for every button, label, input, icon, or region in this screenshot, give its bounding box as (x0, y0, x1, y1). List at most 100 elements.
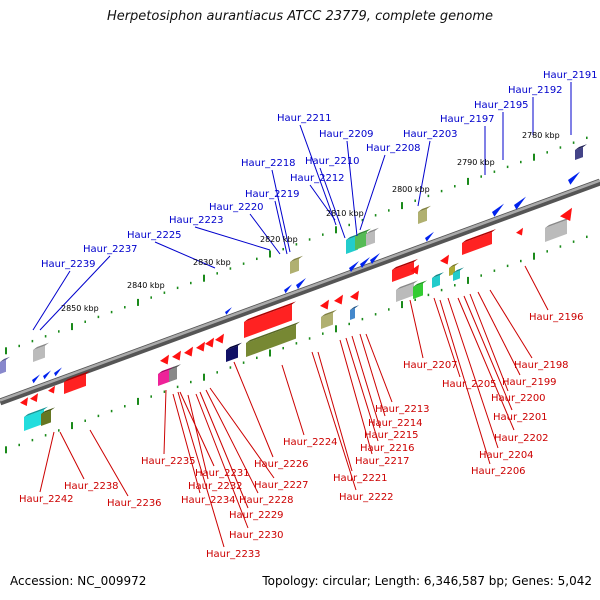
gene-label-bottom: Haur_2222 (339, 492, 394, 503)
gene-label-bottom: Haur_2200 (491, 393, 546, 404)
gene-block (350, 305, 359, 320)
gene-block (545, 216, 571, 242)
gene-label-bottom: Haur_2224 (283, 437, 338, 448)
gene-block (418, 205, 431, 224)
gene-block (290, 255, 303, 274)
leader-line (89, 429, 129, 497)
gene-arrow (20, 397, 28, 406)
gene-label-bottom: Haur_2213 (375, 404, 430, 415)
leader-line (365, 333, 393, 403)
gene-arrow (492, 203, 504, 217)
gene-block (33, 342, 49, 362)
gene-label-bottom: Haur_2217 (355, 456, 410, 467)
accession-text: Accession: NC_009972 (10, 574, 147, 588)
top-strand-labels: Haur_2191 Haur_2192 Haur_2195 Haur_2197 … (41, 70, 598, 270)
gene-label-bottom: Haur_2198 (514, 360, 569, 371)
gene-block (453, 267, 464, 281)
gene-block (169, 364, 181, 382)
leader-line (317, 351, 353, 472)
gene-label-bottom: Haur_2235 (141, 456, 196, 467)
gene-block-face (453, 270, 460, 281)
gene-arrow (296, 278, 306, 289)
bottom-strand-labels: Haur_2196 Haur_2198 Haur_2199 Haur_2200 … (19, 312, 584, 560)
gene-label-top: Haur_2219 (245, 189, 300, 200)
leader-line (359, 333, 386, 417)
gene-label-bottom: Haur_2229 (229, 510, 284, 521)
gene-block-face (24, 409, 44, 431)
leader-line (433, 297, 461, 378)
gene-block (244, 301, 296, 338)
kbp-label: 2840 kbp (127, 281, 165, 290)
gene-block-face (0, 359, 6, 374)
gene-label-bottom: Haur_2202 (494, 433, 549, 444)
leader-line (194, 226, 271, 251)
gene-label-top: Haur_2225 (127, 230, 182, 241)
gene-block-top (392, 258, 418, 270)
gene-arrow (48, 385, 55, 394)
gene-block-top (290, 255, 303, 262)
gene-block (24, 406, 48, 431)
gene-label-bottom: Haur_2199 (502, 377, 557, 388)
gene-block-top (244, 301, 296, 322)
gene-arrow (349, 261, 359, 272)
gene-block-top (321, 309, 337, 317)
gene-block-face (41, 410, 51, 426)
gene-block-top (64, 370, 90, 382)
leader-line (179, 391, 215, 467)
leader-line (172, 393, 201, 494)
leader-line (463, 295, 513, 411)
gene-block (321, 309, 337, 329)
gene-arrow (160, 354, 169, 365)
gene-block-top (158, 366, 174, 374)
leader-line (39, 255, 111, 331)
kbp-label: 2830 kbp (193, 258, 231, 267)
gene-block (0, 356, 10, 374)
gene-block-face (321, 312, 333, 329)
gene-block-face (366, 230, 375, 246)
gene-block-top (169, 364, 181, 370)
gene-arrow (205, 337, 214, 348)
gene-arrow (440, 254, 449, 265)
gene-label-top: Haur_2223 (169, 215, 224, 226)
leader-line (309, 184, 336, 221)
leader-line (319, 167, 346, 239)
gene-block-face (226, 345, 238, 362)
gene-arrow (370, 253, 380, 264)
gene-label-bottom: Haur_2236 (107, 498, 162, 509)
gene-block-top (432, 272, 444, 278)
gene-arrow (350, 290, 359, 301)
leader-line (59, 431, 85, 480)
kbp-label: 2820 kbp (260, 235, 298, 244)
gene-label-bottom: Haur_2227 (254, 480, 309, 491)
gene-label-bottom: Haur_2207 (403, 360, 458, 371)
leader-line (345, 337, 379, 442)
gene-arrow (184, 346, 193, 357)
gene-arrow (172, 350, 181, 361)
leader-line (32, 270, 71, 331)
gene-block-face (244, 304, 292, 338)
kbp-label: 2810 kbp (326, 209, 364, 218)
gene-block-face (158, 369, 170, 386)
leader-line (311, 351, 357, 491)
gene-arrow (32, 374, 40, 384)
gene-label-top: Haur_2210 (305, 156, 360, 167)
leader-line (409, 299, 424, 359)
gene-label-bottom: Haur_2238 (64, 481, 119, 492)
gene-block-top (453, 267, 464, 273)
gene-block (41, 407, 55, 426)
leader-line (154, 241, 216, 269)
gene-block-top (366, 227, 379, 234)
gene-label-top: Haur_2239 (41, 259, 96, 270)
gene-block-face (545, 219, 567, 242)
gene-arrow (196, 341, 205, 352)
leader-line (187, 394, 209, 480)
gene-label-top: Haur_2211 (277, 113, 332, 124)
tick-tracks (5, 136, 588, 454)
gene-block-top (462, 229, 496, 243)
gene-arrow (516, 227, 523, 236)
gene-label-top: Haur_2195 (474, 100, 529, 111)
gene-arrow (514, 196, 526, 210)
gene-block-face (33, 345, 45, 362)
gene-arrow (410, 264, 419, 275)
gene-label-top: Haur_2203 (403, 129, 458, 140)
